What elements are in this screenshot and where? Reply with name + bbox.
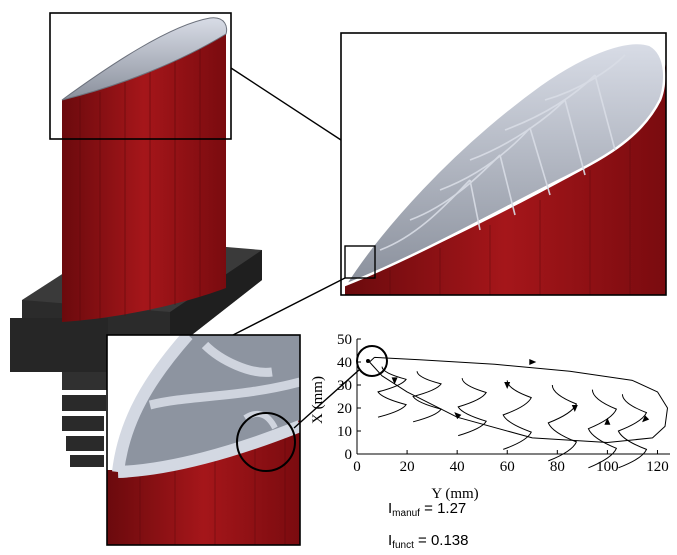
y-tick-labels: 0 10 20 30 40 50 <box>337 332 361 463</box>
toolpath-arrow <box>504 382 511 389</box>
zoom-panel <box>340 32 667 296</box>
toolpath-rib <box>502 380 532 450</box>
zoom-inner-box <box>344 245 376 279</box>
toolpath-arrow <box>604 417 611 425</box>
plot-start-point <box>366 359 370 363</box>
index-manuf-value: = 1.27 <box>424 500 467 517</box>
lattice-toolpath <box>369 356 668 469</box>
zoom-lattice-cavity <box>341 41 666 288</box>
connector-line-detail <box>232 277 346 336</box>
zoom-red-wall <box>345 60 666 295</box>
index-functional: Ifunct = 0.138 <box>388 532 469 551</box>
detail-highlight-circle <box>236 412 296 472</box>
x-tick-label: 120 <box>646 459 669 475</box>
x-axis-label: Y (mm) <box>431 486 478 502</box>
y-tick-label: 40 <box>337 355 352 371</box>
x-tick-label: 20 <box>400 459 415 475</box>
y-axis-label: X (mm) <box>310 376 326 424</box>
toolpath-rib <box>412 371 442 423</box>
index-funct-sub: funct <box>392 540 414 551</box>
turbine-blade-model <box>10 17 262 467</box>
y-tick-label: 30 <box>337 378 352 394</box>
plot-zoom-circle <box>356 345 388 377</box>
x-tick-label: 40 <box>450 459 465 475</box>
x-tick-label: 0 <box>353 459 361 475</box>
index-funct-value: = 0.138 <box>418 532 469 549</box>
connector-line-top <box>230 67 342 141</box>
toolpath-arrow <box>391 377 398 385</box>
toolpath-rib <box>457 378 487 437</box>
toolpath-arrow <box>454 412 462 420</box>
lattice-path-plot: 0 20 40 60 80 100 120 0 10 20 30 40 50 Y (mm) X (mm… <box>310 332 670 502</box>
top-inset-frame <box>49 12 232 140</box>
y-tick-label: 0 <box>345 447 353 463</box>
blade-top-lattice <box>61 17 228 101</box>
detail-outer-skin <box>112 335 193 473</box>
x-tick-label: 60 <box>500 459 515 475</box>
toolpath-rib <box>377 366 407 418</box>
toolpath-arrow <box>642 415 650 423</box>
index-funct-prefix: I <box>388 532 393 549</box>
index-manuf-prefix: I <box>388 500 393 517</box>
blade-body <box>62 30 226 322</box>
toolpath-arrow <box>571 405 578 412</box>
detail-red-wall <box>107 420 300 545</box>
y-tick-label: 10 <box>337 424 352 440</box>
connector-line-plot <box>293 369 360 429</box>
index-manuf-sub: manuf <box>392 508 420 519</box>
detail-panel <box>106 334 301 546</box>
toolpath-rib <box>617 394 648 469</box>
y-tick-label: 50 <box>337 332 352 348</box>
y-tick-label: 20 <box>337 401 352 417</box>
toolpath-rib <box>547 384 578 462</box>
toolpath-rib <box>587 389 618 469</box>
x-tick-labels: 0 20 40 60 80 100 120 <box>353 450 669 475</box>
toolpath-arrow <box>529 359 537 365</box>
x-tick-label: 100 <box>596 459 619 475</box>
index-manufacturing: Imanuf = 1.27 <box>388 500 466 519</box>
x-tick-label: 80 <box>550 459 565 475</box>
